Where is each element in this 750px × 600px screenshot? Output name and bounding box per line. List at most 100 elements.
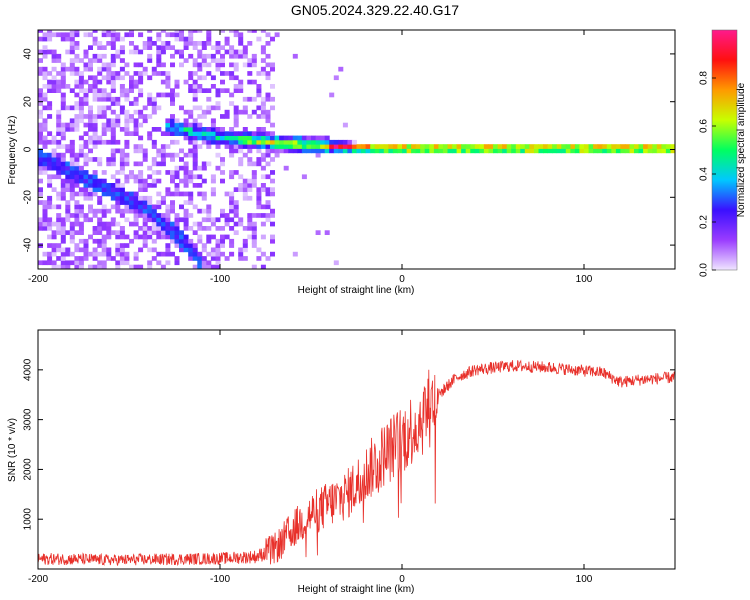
heatmap-cell — [47, 152, 53, 158]
heatmap-cell — [524, 144, 530, 149]
heatmap-cell — [69, 234, 75, 240]
heatmap-cell — [174, 152, 180, 158]
heatmap-cell — [110, 191, 116, 197]
heatmap-cell — [42, 213, 48, 218]
heatmap-cell — [210, 118, 216, 124]
heatmap-cell — [133, 148, 139, 154]
heatmap-cell — [529, 148, 535, 154]
heatmap-cell — [260, 213, 266, 218]
heatmap-cell — [147, 96, 153, 102]
heatmap-cell — [160, 49, 166, 55]
heatmap-cell — [456, 144, 462, 149]
x-tick-label: -100 — [210, 274, 230, 285]
heatmap-cell — [156, 105, 162, 111]
heatmap-cell — [188, 109, 194, 115]
heatmap-cell — [170, 122, 175, 128]
heatmap-cell — [188, 213, 194, 218]
heatmap-cell — [174, 183, 180, 188]
heatmap-cell — [233, 187, 239, 192]
heatmap-cell — [42, 221, 48, 227]
heatmap-cell — [197, 127, 203, 132]
heatmap-cell — [124, 191, 130, 197]
heatmap-cell — [69, 30, 75, 33]
heatmap-cell — [224, 114, 230, 119]
heatmap-cell — [101, 92, 107, 98]
heatmap-cell — [634, 144, 639, 149]
heatmap-cell — [320, 148, 326, 154]
heatmap-cell — [297, 148, 303, 154]
heatmap-cell — [215, 62, 221, 68]
heatmap-cell — [483, 148, 489, 154]
heatmap-cell — [78, 204, 84, 210]
heatmap-cell — [69, 187, 75, 192]
heatmap-cell — [215, 139, 221, 145]
heatmap-cell — [119, 58, 125, 63]
heatmap-cell — [456, 148, 462, 154]
heatmap-cell — [188, 71, 194, 76]
heatmap-cell — [260, 234, 266, 240]
heatmap-cell — [106, 247, 112, 253]
heatmap-cell — [101, 238, 107, 244]
heatmap-cell — [74, 30, 80, 33]
heatmap-cell — [238, 157, 244, 162]
heatmap-cell — [229, 170, 235, 175]
heatmap-cell — [329, 144, 335, 149]
heatmap-cell — [101, 251, 107, 257]
heatmap-cell — [661, 148, 667, 154]
heatmap-cell — [151, 183, 157, 188]
heatmap-cell — [115, 170, 121, 175]
heatmap-cell — [101, 114, 107, 119]
heatmap-cell — [38, 226, 43, 231]
heatmap-cell — [165, 260, 171, 266]
heatmap-cell — [51, 264, 57, 269]
heatmap-cell — [179, 238, 184, 244]
heatmap-cell — [206, 144, 212, 149]
heatmap-cell — [215, 58, 221, 63]
heatmap-cell — [242, 187, 248, 192]
heatmap-cell — [270, 213, 275, 218]
heatmap-cell — [78, 144, 84, 149]
heatmap-cell — [220, 79, 225, 85]
heatmap-cell — [83, 53, 89, 59]
heatmap-cell — [151, 221, 157, 227]
heatmap-cell — [133, 221, 139, 227]
heatmap-cell — [74, 247, 80, 253]
heatmap-cell — [60, 144, 66, 149]
heatmap-cell — [188, 131, 194, 136]
heatmap-cell — [56, 122, 62, 128]
heatmap-cell — [47, 88, 53, 93]
heatmap-cell — [452, 144, 458, 149]
heatmap-cell — [201, 161, 207, 167]
heatmap-cell — [270, 187, 275, 192]
heatmap-cell — [201, 247, 207, 253]
heatmap-cell — [142, 71, 148, 76]
heatmap-cell — [629, 148, 635, 154]
heatmap-cell — [65, 148, 71, 154]
heatmap-cell — [92, 208, 98, 214]
heatmap-cell — [83, 247, 89, 253]
heatmap-cell — [60, 84, 66, 89]
heatmap-cell — [210, 217, 216, 223]
heatmap-cell — [256, 131, 262, 136]
colorbar: 0.00.20.40.60.8 Normalized spectral ampl… — [699, 29, 747, 277]
heatmap-cell — [142, 41, 148, 46]
heatmap-cell — [115, 178, 121, 184]
heatmap-cell — [56, 191, 62, 197]
heatmap-cell — [115, 191, 121, 197]
heatmap-cell — [69, 230, 75, 235]
heatmap-cell — [129, 131, 134, 136]
heatmap-cell — [47, 101, 53, 106]
heatmap-cell — [78, 75, 84, 81]
x-tick-label: -200 — [28, 574, 48, 585]
heatmap-cell — [174, 127, 180, 132]
heatmap-cell — [602, 144, 608, 149]
heatmap-cell — [38, 36, 43, 42]
heatmap-cell — [151, 66, 157, 72]
heatmap-cell — [192, 256, 198, 261]
heatmap-cell — [179, 30, 184, 33]
heatmap-cell — [210, 174, 216, 180]
heatmap-cell — [129, 114, 134, 119]
heatmap-cell — [251, 226, 257, 231]
heatmap-cell — [242, 195, 248, 201]
heatmap-cell — [179, 122, 184, 128]
